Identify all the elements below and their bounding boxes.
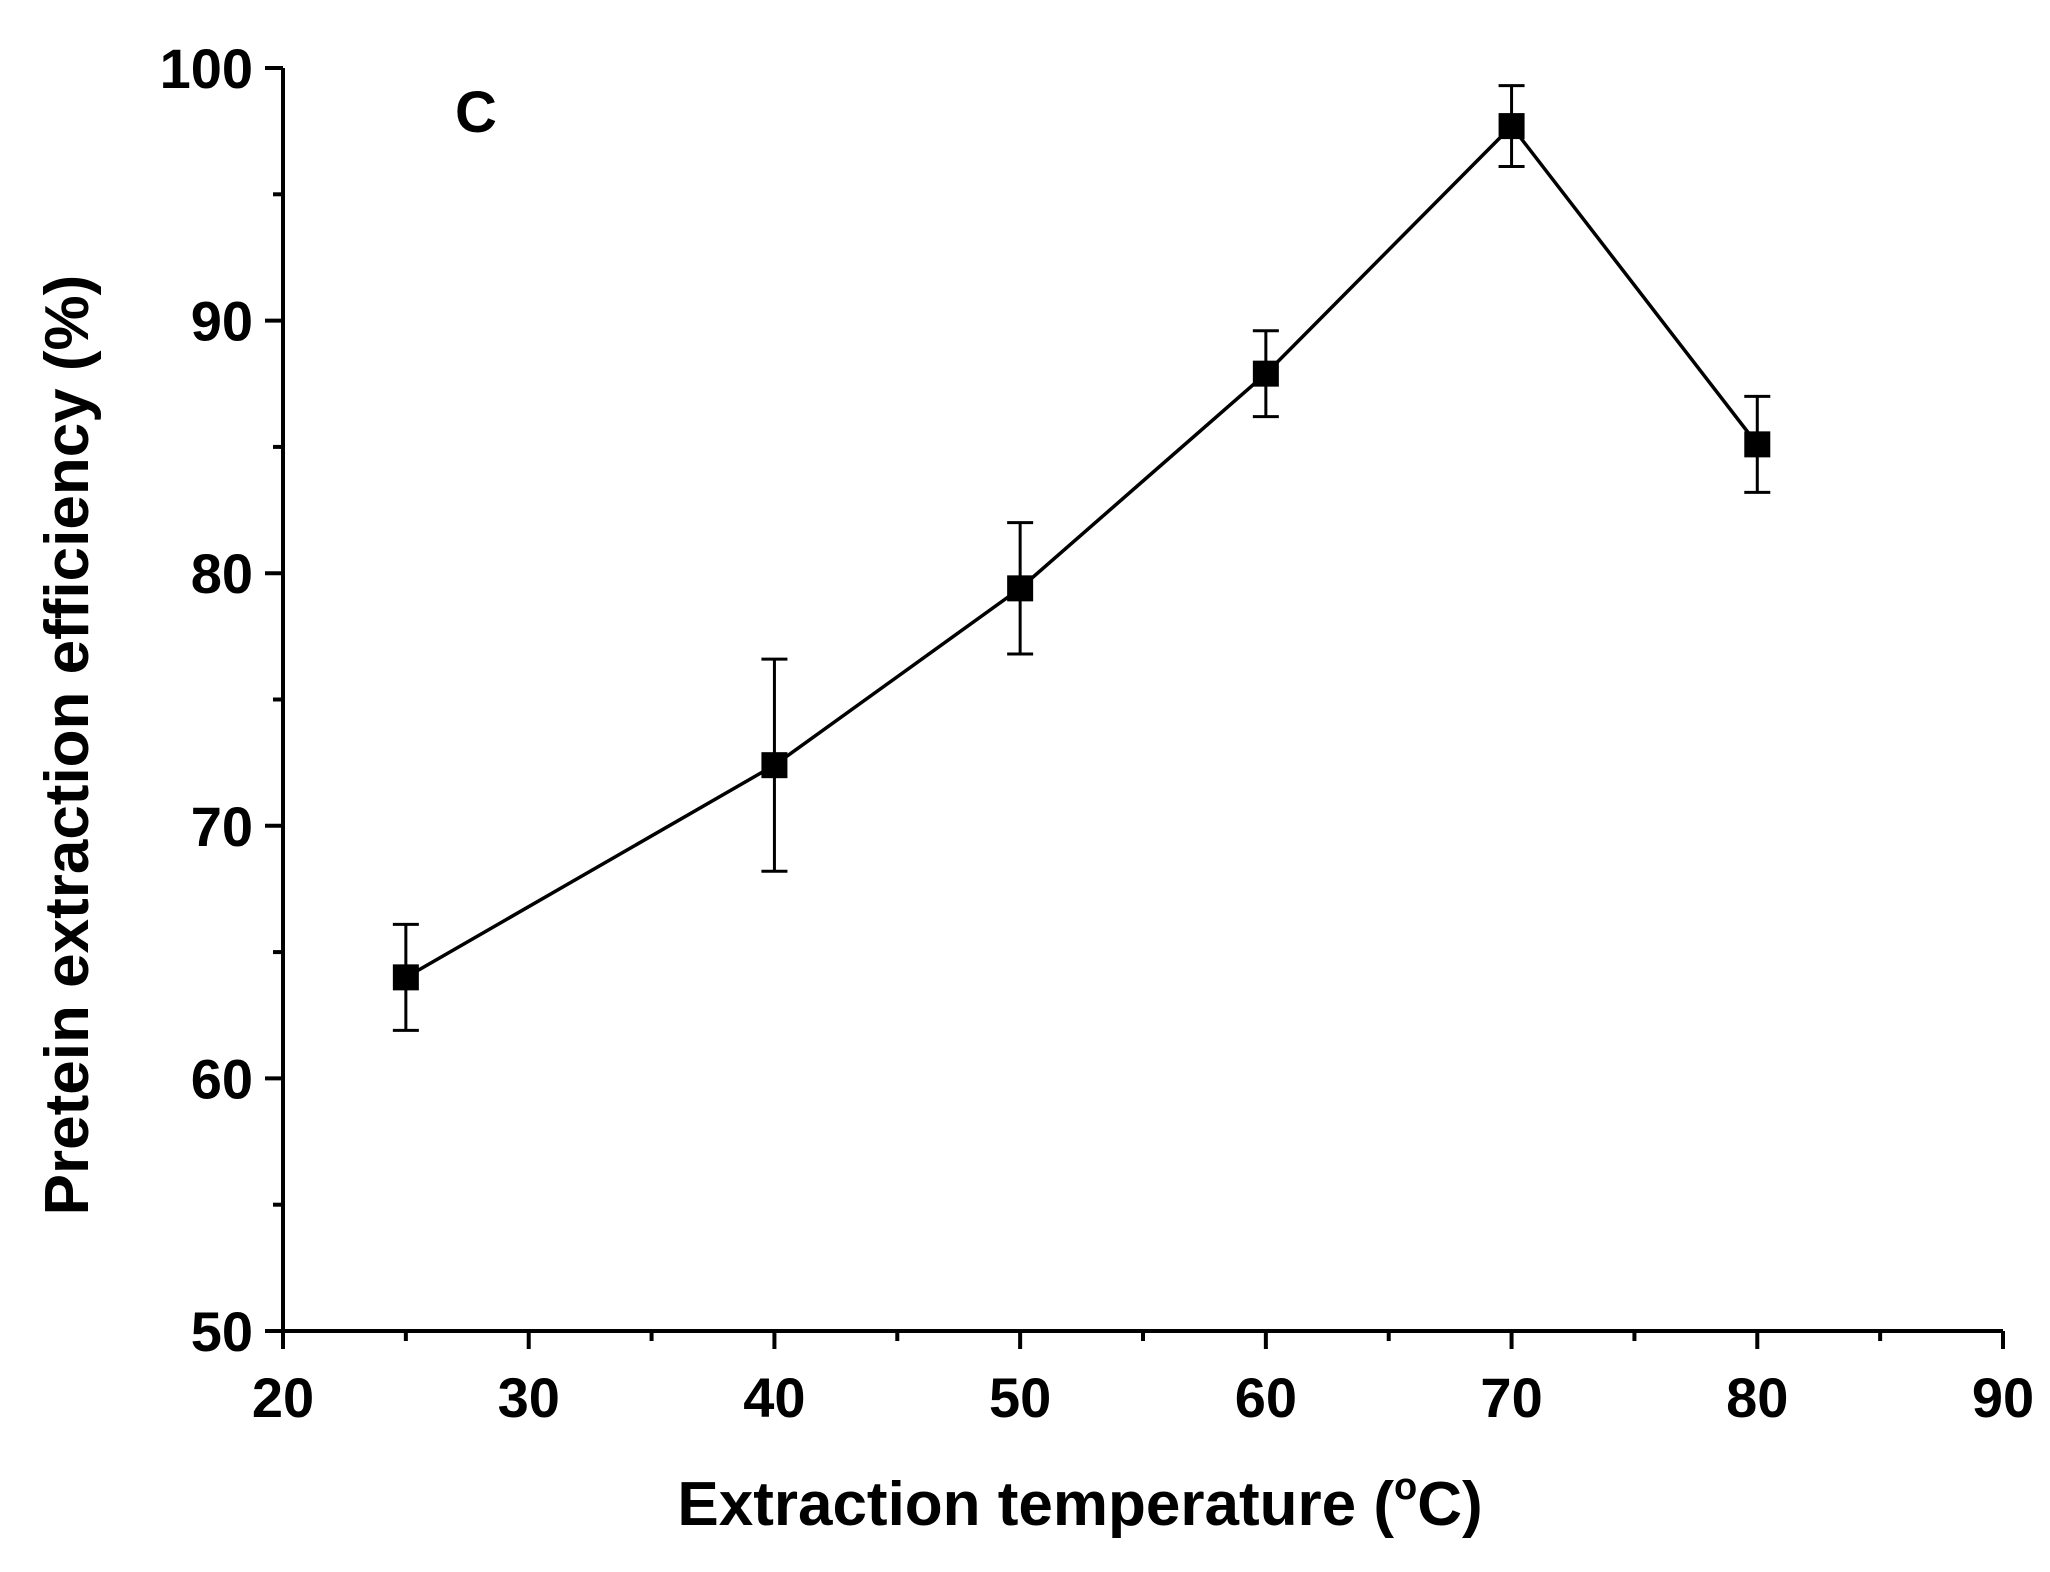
- x-tick-label: 40: [743, 1366, 805, 1429]
- x-tick-label: 80: [1726, 1366, 1788, 1429]
- data-point-marker: [1007, 575, 1034, 602]
- x-tick-label: 50: [989, 1366, 1051, 1429]
- data-point-marker: [1498, 113, 1525, 140]
- x-axis-title: Extraction temperature (oC): [677, 1466, 1482, 1539]
- y-tick-label: 50: [191, 1300, 253, 1363]
- y-tick-label: 90: [191, 290, 253, 353]
- data-point-marker: [392, 964, 419, 991]
- y-axis-title: Pretein extraction efficiency (%): [33, 275, 102, 1216]
- series: [392, 84, 1771, 1032]
- series-line: [404, 123, 1759, 979]
- ticks: 20 30 40 50 60 70 80 90 50 60 70 80 90 100: [160, 37, 2035, 1429]
- y-tick-label: 70: [191, 795, 253, 858]
- data-point-marker: [761, 752, 788, 779]
- x-tick-label: 90: [1972, 1366, 2034, 1429]
- x-tick-label: 70: [1480, 1366, 1542, 1429]
- y-tick-label: 60: [191, 1047, 253, 1110]
- data-point-marker: [1744, 431, 1771, 458]
- axes: [281, 68, 2003, 1333]
- data-point-marker: [1252, 360, 1279, 387]
- panel-label: C: [455, 80, 497, 145]
- x-axis-title-degree: o: [1394, 1466, 1417, 1508]
- x-axis-title-unit: C): [1417, 1470, 1482, 1539]
- y-tick-label: 80: [191, 542, 253, 605]
- x-tick-label: 60: [1235, 1366, 1297, 1429]
- x-axis-title-main: Extraction temperature (: [677, 1470, 1394, 1539]
- x-tick-label: 30: [498, 1366, 560, 1429]
- x-tick-label: 20: [252, 1366, 314, 1429]
- y-tick-label: 100: [160, 37, 253, 100]
